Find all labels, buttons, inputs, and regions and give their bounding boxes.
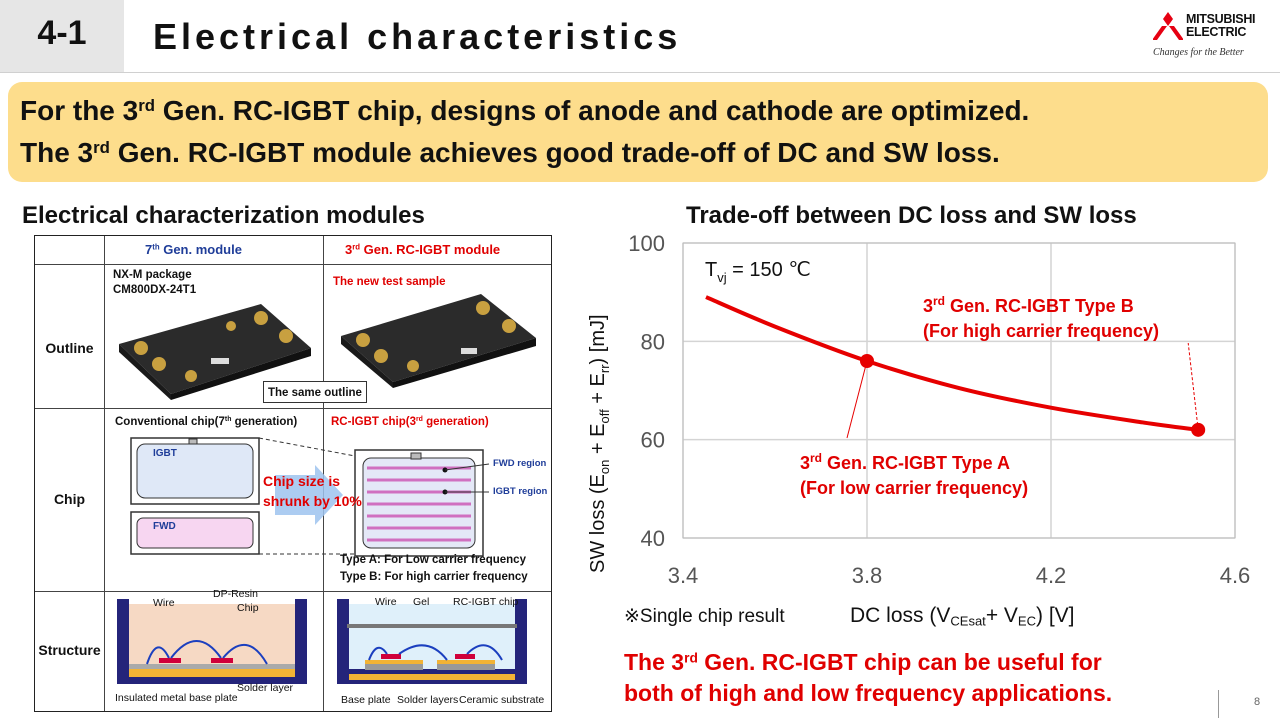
y-tick-label: 80 [641, 329, 665, 354]
wire-label: Wire [153, 597, 175, 609]
table-header-rc-igbt: 3rd Gen. RC-IGBT module [345, 242, 501, 257]
rc-igbt-chip-label: RC-IGBT chip [453, 596, 519, 608]
page-number: 8 [1254, 696, 1261, 708]
table-header-7th-gen: 7th Gen. module [145, 242, 242, 257]
structure-diagram [117, 599, 527, 684]
summary-banner [8, 82, 1268, 182]
gel-label: Gel [413, 596, 430, 608]
table-row-divider [35, 408, 551, 409]
y-tick-labels: 40 60 80 100 [628, 231, 665, 551]
conclusion-line-1: The 3rd Gen. RC-IGBT chip can be useful … [624, 649, 1102, 675]
page-number-divider [1218, 690, 1219, 718]
igbt-chip-label: IGBT [153, 448, 177, 459]
y-axis-label: SW loss (Eon + Eoff + Err) [mJ] [587, 314, 612, 573]
plot-area-border [682, 242, 1236, 539]
header-divider [0, 72, 1280, 73]
solder-layer-label: Solder layer [237, 682, 294, 694]
table-col-divider [104, 236, 105, 711]
rc-igbt-module-image [341, 294, 536, 388]
type-a-description: Type A: For Low carrier frequency [340, 554, 526, 566]
left-section-heading: Electrical characterization modules [22, 202, 425, 229]
fwd-region-label: FWD region [493, 458, 547, 469]
table-row-divider [35, 591, 551, 592]
part-number: CM800DX-24T1 [113, 284, 197, 296]
x-tick-label: 4.2 [1036, 563, 1067, 588]
fwd-chip-label: FWD [153, 521, 176, 532]
brand-line-1: MITSUBISHI [1186, 12, 1256, 26]
chip-label: Chip [237, 602, 259, 614]
row-label-chip: Chip [53, 491, 86, 507]
x-tick-label: 3.4 [668, 563, 699, 588]
banner-line-1: For the 3rd Gen. RC-IGBT chip, designs o… [20, 95, 1030, 126]
7th-gen-module-image [119, 304, 311, 400]
table-row-divider [35, 264, 551, 265]
section-number: 4-1 [37, 14, 87, 52]
y-tick-label: 100 [628, 231, 665, 256]
table-col-divider [323, 236, 324, 711]
new-sample-label: The new test sample [333, 276, 446, 288]
y-tick-label: 60 [641, 428, 665, 453]
wire-label-2: Wire [375, 596, 397, 608]
conclusion-line-2: both of high and low frequency applicati… [624, 680, 1113, 706]
brand-line-2: ELECTRIC [1186, 25, 1247, 39]
shrink-text-2: shrunk by 10% [263, 493, 362, 509]
y-tick-label: 40 [641, 526, 665, 551]
sw-loss-curve [705, 295, 1199, 432]
type-a-leader-line [846, 360, 868, 439]
conventional-chip-label: Conventional chip(7th generation) [115, 416, 298, 428]
mitsubishi-logo-icon [1153, 12, 1183, 40]
right-section-heading: Trade-off between DC loss and SW loss [686, 202, 1137, 229]
base-plate-label: Base plate [341, 694, 391, 706]
shrink-text-1: Chip size is [263, 473, 341, 489]
brand-tagline: Changes for the Better [1153, 47, 1244, 58]
x-tick-labels: 3.4 3.8 4.2 4.6 [668, 563, 1251, 588]
solder-layers-label: Solder layers [397, 694, 459, 706]
type-a-annotation-2: (For low carrier frequency) [800, 478, 1028, 498]
tvj-annotation: Tvj = 150 ℃ [705, 259, 811, 285]
section-box [0, 0, 124, 72]
ceramic-substrate-label: Ceramic substrate [459, 694, 545, 706]
rc-chip-label: RC-IGBT chip(3rd generation) [331, 416, 489, 428]
type-a-annotation-1: 3rd Gen. RC-IGBT Type A [800, 451, 1010, 473]
igbt-region-label: IGBT region [493, 486, 548, 497]
type-b-annotation-2: (For high carrier frequency) [923, 321, 1159, 341]
modules-table: 7th Gen. module 3rd Gen. RC-IGBT module … [34, 235, 552, 712]
svg-text:SW loss (Eon + Eoff + Err) [mJ: SW loss (Eon + Eoff + Err) [mJ] [587, 314, 612, 573]
type-b-leader-line [1187, 342, 1199, 430]
type-b-description: Type B: For high carrier frequency [340, 571, 528, 583]
tradeoff-chart: 40 60 80 100 3.4 3.8 4.2 4.6 Tvj = 150 ℃ 3rd G… [587, 231, 1251, 588]
x-tick-label: 3.8 [852, 563, 883, 588]
banner-line-2: The 3rd Gen. RC-IGBT module achieves goo… [20, 137, 1000, 168]
row-label-outline: Outline [45, 340, 94, 356]
x-axis-label: DC loss (VCEsat+ VEC) [V] [850, 604, 1075, 629]
single-chip-note: ※Single chip result [624, 606, 785, 627]
page-title: Electrical characteristics [153, 16, 682, 57]
insulated-base-plate-label: Insulated metal base plate [115, 692, 238, 704]
row-label-structure: Structure [38, 642, 101, 658]
type-b-annotation-1: 3rd Gen. RC-IGBT Type B [923, 294, 1134, 316]
dp-resin-label: DP-Resin [213, 588, 258, 600]
x-tick-label: 4.6 [1220, 563, 1251, 588]
same-outline-callout: The same outline [263, 381, 367, 403]
chip-comparison-diagram [130, 437, 490, 557]
package-name: NX-M package [113, 269, 192, 281]
